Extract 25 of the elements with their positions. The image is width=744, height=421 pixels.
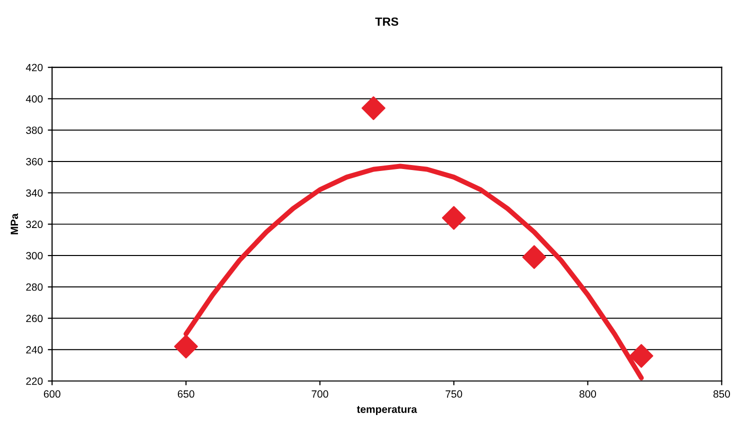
chart-title: TRS (375, 17, 398, 26)
y-axis-title: MPa (10, 213, 18, 234)
x-tick-label: 650 (178, 390, 194, 398)
y-tick-label: 240 (26, 346, 43, 354)
x-tick-label: 750 (446, 390, 462, 398)
y-tick-label: 260 (26, 314, 43, 322)
y-tick-label: 360 (26, 158, 43, 166)
y-tick-label: 220 (26, 378, 43, 385)
y-tick-label: 340 (26, 189, 43, 197)
point (174, 334, 198, 358)
y-tick-label: 420 (26, 64, 43, 72)
x-tick-label: 800 (580, 390, 596, 398)
x-tick-label: 600 (44, 390, 60, 398)
point (629, 344, 654, 368)
y-tick-label: 320 (26, 220, 43, 228)
x-axis-title: temperatura (356, 406, 418, 416)
x-tick-label: 700 (312, 390, 328, 398)
y-tick-label: 400 (26, 95, 43, 103)
point (522, 245, 546, 270)
x-tick-label: 850 (713, 390, 730, 398)
y-tick-label: 280 (26, 283, 43, 291)
point (442, 206, 466, 230)
y-tick-label: 380 (26, 126, 43, 134)
point (362, 96, 386, 120)
y-tick-label: 300 (26, 252, 43, 260)
